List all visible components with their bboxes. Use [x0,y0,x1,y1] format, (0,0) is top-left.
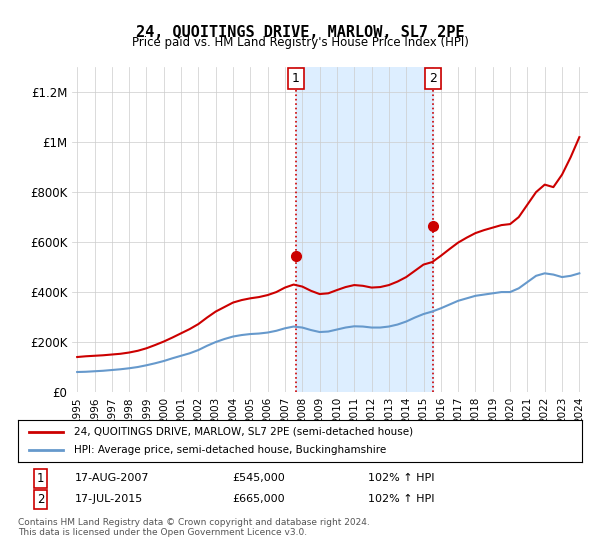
Text: 17-JUL-2015: 17-JUL-2015 [74,494,143,504]
Text: 102% ↑ HPI: 102% ↑ HPI [368,494,434,504]
Text: 2: 2 [37,493,44,506]
Text: 17-AUG-2007: 17-AUG-2007 [74,473,149,483]
Text: 2: 2 [429,72,437,85]
Text: 24, QUOITINGS DRIVE, MARLOW, SL7 2PE (semi-detached house): 24, QUOITINGS DRIVE, MARLOW, SL7 2PE (se… [74,427,413,437]
Text: £665,000: £665,000 [232,494,285,504]
Text: Price paid vs. HM Land Registry's House Price Index (HPI): Price paid vs. HM Land Registry's House … [131,36,469,49]
Text: 1: 1 [292,72,300,85]
Bar [296,67,433,392]
Text: 24, QUOITINGS DRIVE, MARLOW, SL7 2PE: 24, QUOITINGS DRIVE, MARLOW, SL7 2PE [136,25,464,40]
Text: 102% ↑ HPI: 102% ↑ HPI [368,473,434,483]
Text: £545,000: £545,000 [232,473,285,483]
Text: HPI: Average price, semi-detached house, Buckinghamshire: HPI: Average price, semi-detached house,… [74,445,386,455]
Text: Contains HM Land Registry data © Crown copyright and database right 2024.
This d: Contains HM Land Registry data © Crown c… [18,518,370,538]
Text: 1: 1 [37,472,44,484]
